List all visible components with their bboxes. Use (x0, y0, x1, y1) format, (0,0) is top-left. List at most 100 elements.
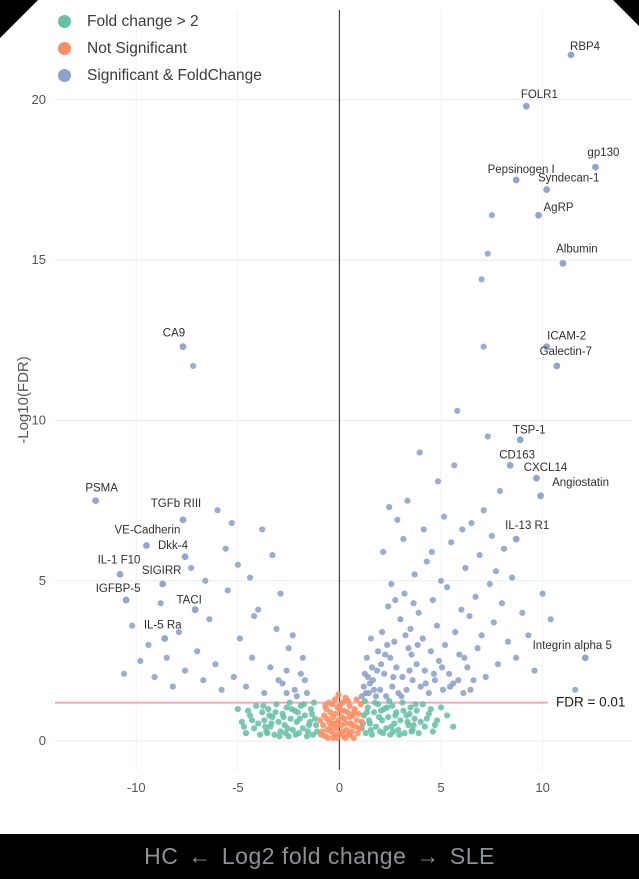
data-point[interactable] (129, 622, 136, 629)
data-point[interactable] (289, 726, 296, 734)
data-point[interactable] (257, 731, 264, 738)
data-point[interactable] (486, 580, 493, 588)
data-point[interactable] (417, 683, 424, 690)
data-point[interactable] (353, 696, 360, 703)
data-point[interactable] (389, 702, 396, 709)
data-point[interactable] (490, 619, 497, 626)
data-point[interactable] (266, 712, 273, 719)
data-point[interactable] (455, 677, 462, 684)
data-point[interactable] (407, 625, 414, 633)
data-point[interactable] (391, 720, 398, 727)
data-point[interactable] (430, 670, 438, 677)
data-point[interactable] (496, 487, 504, 495)
labeled-data-point[interactable] (559, 259, 567, 267)
data-point[interactable] (407, 704, 414, 711)
labeled-data-point[interactable] (522, 102, 530, 110)
data-point[interactable] (379, 717, 386, 724)
labeled-data-point[interactable] (122, 596, 130, 604)
data-point[interactable] (325, 734, 332, 742)
data-point[interactable] (381, 670, 388, 677)
data-point[interactable] (206, 616, 213, 623)
data-point[interactable] (242, 683, 250, 690)
data-point[interactable] (234, 561, 241, 568)
data-point[interactable] (409, 726, 416, 734)
data-point[interactable] (419, 701, 426, 708)
data-point[interactable] (446, 670, 453, 677)
data-point[interactable] (423, 715, 430, 722)
data-point[interactable] (279, 710, 286, 717)
labeled-data-point[interactable] (543, 186, 551, 193)
data-point[interactable] (336, 702, 343, 709)
data-point[interactable] (452, 629, 459, 636)
data-point[interactable] (379, 629, 386, 636)
labeled-data-point[interactable] (537, 492, 544, 500)
data-point[interactable] (460, 689, 467, 697)
labeled-data-point[interactable] (179, 516, 187, 524)
data-point[interactable] (482, 673, 489, 681)
data-point[interactable] (281, 722, 288, 729)
data-point[interactable] (429, 728, 436, 735)
data-point[interactable] (421, 667, 428, 674)
data-point[interactable] (251, 612, 258, 620)
data-point[interactable] (244, 707, 252, 714)
data-point[interactable] (246, 712, 254, 719)
data-point[interactable] (283, 704, 290, 711)
data-point[interactable] (468, 519, 475, 527)
data-point[interactable] (202, 577, 209, 584)
data-point[interactable] (415, 730, 422, 737)
data-point[interactable] (190, 362, 197, 370)
data-point[interactable] (419, 635, 426, 642)
data-point[interactable] (403, 686, 410, 693)
data-point[interactable] (421, 723, 428, 730)
data-point[interactable] (331, 696, 339, 703)
data-point[interactable] (431, 677, 439, 684)
data-point[interactable] (383, 725, 390, 732)
data-point[interactable] (394, 516, 401, 523)
data-point[interactable] (355, 710, 362, 717)
data-point[interactable] (395, 726, 402, 734)
data-point[interactable] (462, 564, 469, 572)
data-point[interactable] (484, 250, 491, 257)
data-point[interactable] (383, 693, 390, 700)
data-point[interactable] (411, 571, 418, 578)
data-point[interactable] (427, 705, 434, 713)
data-point[interactable] (450, 723, 457, 730)
data-point[interactable] (367, 635, 375, 642)
data-point[interactable] (222, 545, 229, 552)
data-point[interactable] (230, 673, 237, 681)
data-point[interactable] (370, 686, 378, 693)
labeled-data-point[interactable] (191, 606, 199, 614)
data-point[interactable] (365, 689, 372, 697)
data-point[interactable] (327, 709, 334, 716)
data-point[interactable] (374, 701, 382, 708)
data-point[interactable] (357, 701, 364, 708)
data-point[interactable] (262, 723, 269, 730)
data-point[interactable] (429, 596, 436, 604)
data-point[interactable] (492, 568, 499, 575)
data-point[interactable] (474, 645, 481, 652)
data-point[interactable] (267, 664, 274, 671)
data-point[interactable] (373, 667, 381, 674)
data-point[interactable] (305, 722, 313, 729)
data-point[interactable] (466, 612, 473, 620)
data-point[interactable] (420, 526, 427, 533)
data-point[interactable] (329, 713, 337, 721)
data-point[interactable] (380, 548, 387, 556)
data-point[interactable] (370, 709, 378, 716)
data-point[interactable] (356, 725, 363, 732)
data-point[interactable] (488, 532, 495, 540)
data-point[interactable] (342, 720, 350, 727)
data-point[interactable] (390, 728, 397, 735)
data-point[interactable] (413, 661, 420, 668)
data-point[interactable] (377, 661, 385, 668)
data-point[interactable] (288, 705, 295, 713)
data-point[interactable] (393, 664, 400, 671)
data-point[interactable] (478, 632, 485, 639)
data-point[interactable] (406, 667, 413, 674)
data-point[interactable] (348, 722, 356, 729)
data-point[interactable] (303, 733, 311, 740)
data-point[interactable] (498, 600, 506, 607)
data-point[interactable] (385, 603, 392, 610)
legend-item-significant-foldchange[interactable]: Significant & FoldChange (58, 62, 262, 89)
labeled-data-point[interactable] (592, 163, 599, 171)
